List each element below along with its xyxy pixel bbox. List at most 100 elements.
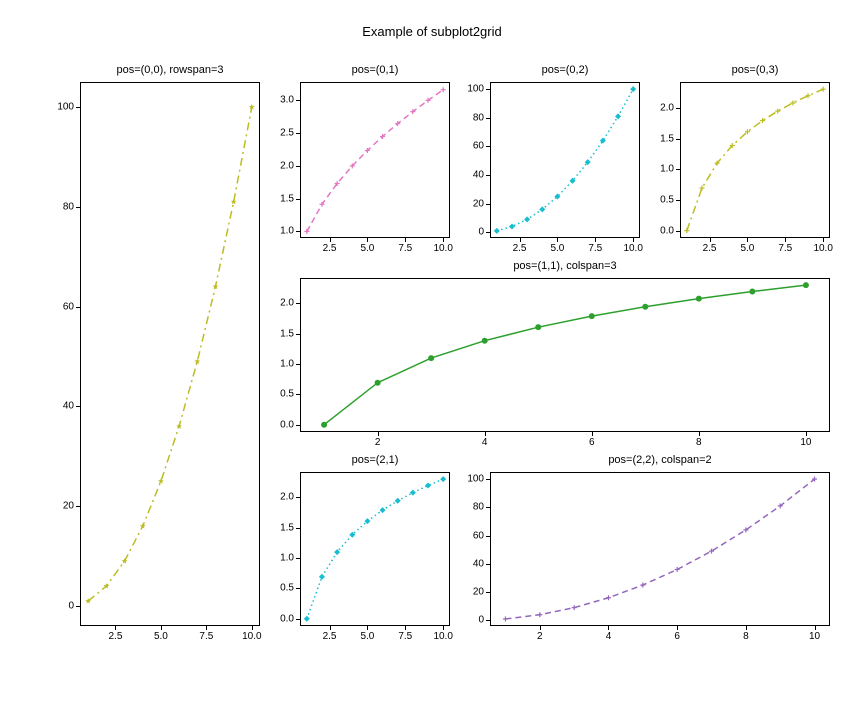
ytick-label: 100 [467,474,484,485]
xtick [520,238,521,242]
plot-svg [300,472,450,626]
xtick [608,626,609,630]
xtick [815,626,816,630]
subplot-title: pos=(2,1) [300,454,450,466]
xtick-label: 10 [800,437,811,448]
xtick [485,432,486,436]
xtick-label: 4 [606,631,612,642]
ytick-label: 0.0 [660,225,674,236]
plot-svg [80,82,260,626]
xtick [330,626,331,630]
ytick-label: 60 [473,530,484,541]
plot-svg [490,472,830,626]
ytick-label: 20 [63,501,74,512]
ytick-label: 2.0 [660,102,674,113]
xtick [746,626,747,630]
plot-svg [300,278,830,432]
xtick-label: 10.0 [813,243,832,254]
subplot-title: pos=(0,3) [680,64,830,76]
ytick-label: 2.5 [280,128,294,139]
xtick [206,626,207,630]
ytick-label: 80 [473,502,484,513]
xtick-label: 10.0 [623,243,642,254]
xtick-label: 4 [482,437,488,448]
ytick-label: 0 [478,227,484,238]
plot-svg [680,82,830,238]
figure: Example of subplot2grid pos=(0,0), rowsp… [0,0,864,720]
xtick-label: 2 [537,631,543,642]
subplot-title: pos=(0,2) [490,64,640,76]
xtick-label: 8 [696,437,702,448]
xtick [443,626,444,630]
series-markers [304,87,445,234]
ytick-label: 1.0 [280,359,294,370]
xtick [785,238,786,242]
xtick-label: 5.0 [360,243,374,254]
xtick [405,238,406,242]
xtick-label: 2.5 [323,631,337,642]
subplot-ax03: pos=(0,3)2.55.07.510.00.00.51.01.52.0 [680,82,830,238]
xtick-label: 10.0 [433,243,452,254]
xtick-label: 10 [809,631,820,642]
xtick [557,238,558,242]
subplot-title: pos=(1,1), colspan=3 [300,260,830,272]
xtick [595,238,596,242]
xtick-label: 8 [743,631,749,642]
ytick-label: 100 [467,84,484,95]
xtick-label: 6 [589,437,595,448]
ytick-label: 40 [63,401,74,412]
xtick-label: 5.0 [740,243,754,254]
series-markers [321,282,809,428]
ytick-label: 60 [63,301,74,312]
xtick [592,432,593,436]
subplot-title: pos=(2,2), colspan=2 [490,454,830,466]
xtick [806,432,807,436]
series-markers [304,476,446,622]
xtick [633,238,634,242]
ytick-label: 100 [57,101,74,112]
series-markers [503,477,817,622]
series-markers [494,86,636,234]
xtick [677,626,678,630]
xtick-label: 5.0 [550,243,564,254]
plot-svg [300,82,450,238]
xtick [443,238,444,242]
ytick-label: 1.0 [660,164,674,175]
ytick-label: 1.0 [280,226,294,237]
xtick [378,432,379,436]
ytick-label: 0.5 [660,194,674,205]
ytick-label: 0.0 [280,613,294,624]
xtick [367,626,368,630]
xtick [367,238,368,242]
ytick-label: 40 [473,170,484,181]
xtick [330,238,331,242]
xtick [710,238,711,242]
figure-suptitle: Example of subplot2grid [0,24,864,39]
ytick-label: 1.5 [280,328,294,339]
ytick-label: 0 [68,601,74,612]
ytick-label: 0.0 [280,419,294,430]
series-markers [85,104,254,604]
ytick-label: 1.0 [280,553,294,564]
xtick [115,626,116,630]
ytick-label: 2.0 [280,160,294,171]
xtick-label: 7.5 [398,243,412,254]
xtick-label: 5.0 [360,631,374,642]
xtick [252,626,253,630]
series-line [687,89,823,230]
ytick-label: 0.5 [280,389,294,400]
xtick-label: 7.5 [588,243,602,254]
ytick-label: 1.5 [660,133,674,144]
series-line [505,479,814,619]
xtick [747,238,748,242]
series-line [88,107,252,601]
ytick-label: 2.0 [280,298,294,309]
plot-svg [490,82,640,238]
ytick-label: 80 [63,201,74,212]
series-line [497,89,633,231]
xtick-label: 6 [674,631,680,642]
xtick-label: 7.5 [778,243,792,254]
xtick-label: 10.0 [242,631,261,642]
xtick-label: 10.0 [433,631,452,642]
subplot-ax01: pos=(0,1)2.55.07.510.01.01.52.02.53.0 [300,82,450,238]
